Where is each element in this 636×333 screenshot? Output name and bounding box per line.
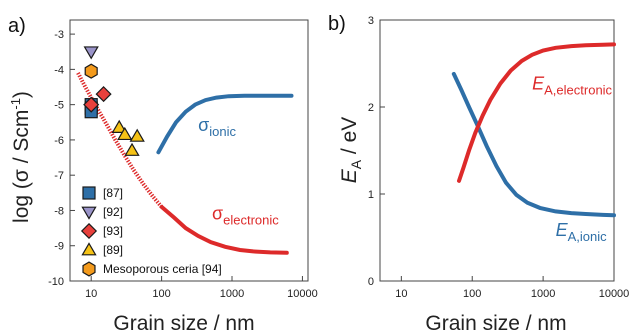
panel-a-y-tick-label: -10 <box>48 276 64 288</box>
panel-b-y-label-base: E <box>338 168 361 183</box>
legend-marker <box>82 186 96 200</box>
panel-a-y-label-sup: -1 <box>8 98 23 110</box>
panel-a-y-label-end: ) <box>10 91 33 98</box>
panel-b-x-axis-label: Grain size / nm <box>425 312 566 333</box>
panel-b-x-tick-label: 10000 <box>599 288 630 300</box>
panel-a-y-tick-label: -3 <box>54 29 64 41</box>
panel-a-y-tick-label: -5 <box>54 100 64 112</box>
panel-b-y-tick-label: 2 <box>368 102 374 114</box>
sigma-electronic-fit-curve <box>76 71 164 209</box>
panel-b-y-axis-label: EA / eV <box>338 117 364 184</box>
data-point <box>84 63 98 79</box>
panel-a-x-tick-label: 1000 <box>220 288 244 300</box>
legend-marker <box>80 222 98 240</box>
ea-electronic-label-main: E <box>532 74 545 94</box>
panel-a: a) 10 100 1000 10000-10-9-8-7-6-5-4-3 σioni… <box>8 15 318 333</box>
panel-a-y-tick-label: -8 <box>54 205 64 217</box>
panel-a-plot-frame <box>69 19 309 282</box>
panel-a-y-tick-label: -6 <box>54 135 64 147</box>
panel-b-plot-frame <box>379 19 615 282</box>
ea-ionic-label: EA,ionic <box>556 220 608 244</box>
sigma-ionic-label-sub: ionic <box>209 124 236 139</box>
sigma-ionic-label-main: σ <box>198 115 209 135</box>
data-point <box>124 142 140 156</box>
sigma-electronic-curve <box>159 204 289 255</box>
sigma-electronic-label-sub: electronic <box>223 212 279 227</box>
ea-electronic-label: EA,electronic <box>532 74 612 98</box>
panel-a-curves <box>76 71 294 255</box>
sigma-ionic-label: σionic <box>198 115 236 139</box>
panel-a-y-tick-label: -7 <box>54 170 64 182</box>
ea-ionic-label-sub: A,ionic <box>568 229 608 244</box>
ea-ionic-label-main: E <box>556 220 569 240</box>
legend-entry: [87] <box>103 186 123 200</box>
data-point <box>83 96 100 113</box>
panel-a-x-tick-label: 10000 <box>287 288 318 300</box>
legend-marker <box>82 261 96 277</box>
panel-b-x-tick-label: 1000 <box>531 288 555 300</box>
legend-entry: [93] <box>103 224 123 238</box>
panel-a-label: a) <box>8 15 26 37</box>
panel-b-label: b) <box>328 13 346 35</box>
data-point <box>111 119 127 133</box>
data-point <box>83 46 99 60</box>
legend: [87] [92] [93] [89] Mesoporous ceria [94] <box>80 186 222 277</box>
data-point <box>117 126 133 141</box>
legend-entry: [92] <box>103 205 123 219</box>
panel-b-x-tick-label: 10 <box>395 288 407 300</box>
data-point <box>129 128 145 142</box>
legend-entry: Mesoporous ceria [94] <box>103 262 222 276</box>
panel-b-y-tick-label: 3 <box>368 15 374 27</box>
panel-a-points <box>83 46 145 156</box>
panel-b-y-tick-label: 1 <box>368 189 374 201</box>
panel-b-y-label-end: / eV <box>338 117 361 160</box>
panel-b-y-label-sub: A <box>348 159 364 169</box>
ea-electronic-label-sub: A,electronic <box>544 83 612 98</box>
sigma-ionic-curve <box>156 93 294 155</box>
legend-entry: [89] <box>103 243 123 257</box>
data-point <box>95 86 112 103</box>
panel-a-y-label-base: log (σ / Scm <box>10 110 33 223</box>
sigma-electronic-label: σelectronic <box>212 203 279 227</box>
panel-b-x-tick-label: 100 <box>463 288 481 300</box>
panel-a-y-tick-label: -4 <box>54 64 64 76</box>
legend-marker <box>81 242 97 256</box>
panel-b-ticks: 10 100 1000 10000 0 1 2 3 <box>368 15 629 300</box>
panel-a-ticks: 10 100 1000 10000 -10 -9 -8 -7 -6 -5 -4 -3 <box>48 19 318 300</box>
ea-ionic-curve <box>451 71 616 218</box>
legend-marker <box>81 206 97 220</box>
sigma-electronic-label-main: σ <box>212 203 223 223</box>
ea-electronic-curve <box>457 42 616 183</box>
panel-b-curves <box>451 42 616 218</box>
panel-a-x-axis-label: Grain size / nm <box>113 312 254 333</box>
panel-a-y-axis-label: log (σ / Scm-1) <box>8 91 33 223</box>
panel-a-x-tick-label: 100 <box>152 288 170 300</box>
panel-a-x-tick-label: 10 <box>85 288 97 300</box>
panel-b-y-tick-label: 0 <box>368 276 374 288</box>
panel-a-y-tick-label: -9 <box>54 241 64 253</box>
